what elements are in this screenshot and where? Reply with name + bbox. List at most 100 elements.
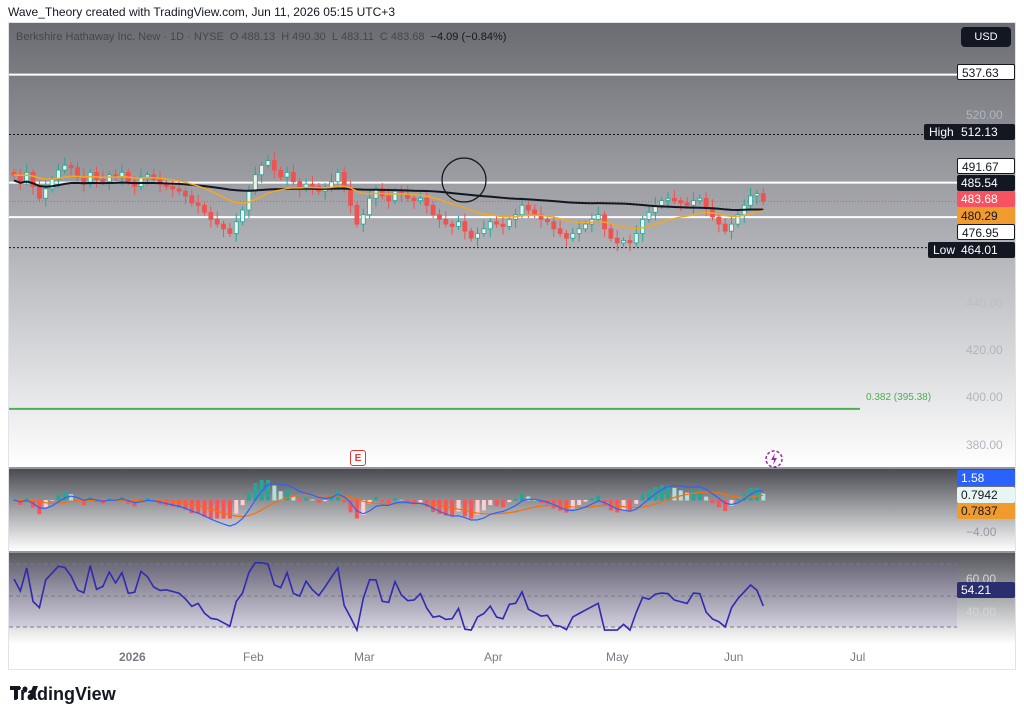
macd-histogram-bar [380, 500, 385, 503]
macd-histogram-bar [520, 492, 524, 501]
candle-body [379, 188, 385, 197]
candle-body [208, 211, 214, 220]
currency-button[interactable]: USD [961, 27, 1011, 47]
candle-body [570, 233, 576, 239]
axis-tick-440: 440.00 [966, 296, 1003, 310]
candle-body [170, 186, 176, 190]
macd-histogram-bar [481, 500, 486, 511]
price-tag-high: 512.13 [957, 124, 1015, 140]
candle-body [189, 195, 195, 204]
macd-histogram-bar [621, 500, 626, 510]
x-label-jul: Jul [850, 650, 866, 664]
candle-body [551, 221, 557, 230]
macd-histogram-bar [640, 494, 645, 501]
macd-histogram-bar [710, 500, 715, 504]
macd-histogram-bar [570, 500, 575, 509]
split-event-icon[interactable] [764, 449, 784, 469]
macd-histogram-bar [754, 487, 759, 501]
chart-watermark-header: Wave_Theory created with TradingView.com… [8, 5, 395, 19]
candle-body [475, 233, 480, 239]
candle-body [722, 223, 728, 232]
candle-body [500, 223, 506, 227]
macd-histogram-bar [647, 490, 651, 501]
macd-histogram-bar [418, 500, 423, 503]
macd-histogram-bar [291, 495, 296, 501]
candle-body [481, 228, 487, 234]
macd-histogram-bar [532, 499, 537, 501]
candle-body [87, 171, 93, 185]
candle-body [430, 204, 436, 216]
high-label: H [281, 31, 290, 43]
candle-body [271, 160, 277, 171]
macd-histogram-bar [526, 496, 531, 501]
candle-body [335, 171, 341, 183]
candle-body [138, 176, 144, 187]
candle-body [132, 181, 138, 187]
x-label-feb: Feb [243, 650, 264, 664]
candle-body [633, 233, 639, 244]
low-label: L [331, 31, 338, 43]
candle-body [424, 197, 430, 206]
macd-histogram-bar [126, 500, 131, 504]
macd-histogram-bar [107, 498, 112, 501]
macd-histogram-bar [177, 500, 182, 508]
symbol-name: Berkshire Hathaway Inc. New · 1D · NYSE [16, 31, 224, 43]
chart-frame[interactable] [8, 22, 1016, 670]
macd-histogram-bar [259, 480, 264, 501]
candle-body [94, 171, 99, 180]
macd-histogram-bar [62, 491, 67, 501]
candle-body [310, 183, 315, 187]
candle-body [62, 164, 68, 171]
candle-body [106, 174, 112, 183]
macd-histogram-bar [577, 500, 582, 505]
macd-histogram-bar [37, 500, 42, 515]
macd-histogram-bar [412, 500, 417, 505]
candle-body [665, 197, 671, 201]
macd-histogram-bar [94, 500, 99, 503]
earnings-event-icon[interactable]: E [350, 450, 366, 466]
macd-histogram-bar [227, 500, 232, 519]
macd-histogram-bar [469, 500, 474, 519]
candle-body [240, 209, 246, 223]
macd-tag-line: 1.58 [957, 470, 1015, 486]
macd-histogram-bar [405, 500, 410, 504]
candle-body [703, 197, 709, 209]
candle-body [608, 228, 614, 239]
open-label: O [229, 31, 239, 43]
candle-body [494, 221, 500, 225]
macd-histogram-bar [373, 496, 378, 501]
candle-body [697, 197, 703, 201]
open-value: 488.13 [241, 31, 276, 43]
candle-body [265, 160, 271, 166]
candle-body [214, 218, 220, 225]
axis-tick-420: 420.00 [966, 343, 1003, 357]
macd-histogram-bar [354, 500, 359, 519]
candle-body [221, 223, 226, 230]
x-label-apr: Apr [484, 650, 503, 664]
macd-histogram-bar [145, 498, 150, 501]
candle-body [43, 188, 49, 199]
macd-histogram-bar [215, 500, 220, 519]
macd-histogram-bar [196, 500, 201, 514]
candle-body [37, 186, 42, 199]
candle-body [411, 197, 417, 201]
macd-histogram-bar [329, 496, 334, 501]
candle-body [646, 211, 652, 220]
macd-histogram-bar [431, 500, 436, 513]
macd-histogram-bar [50, 500, 55, 501]
candle-body [735, 214, 741, 225]
macd-histogram-bar [729, 500, 734, 506]
macd-histogram-bar [278, 491, 283, 501]
macd-histogram-bar [659, 485, 664, 501]
macd-histogram-bar [735, 498, 740, 501]
macd-histogram-bar [189, 500, 194, 514]
macd-histogram-bar [500, 500, 505, 508]
candle-body [519, 204, 525, 216]
macd-line [13, 482, 764, 527]
candle-body [545, 218, 550, 223]
fib-level-label: 0.382 (395.38) [866, 392, 932, 403]
candle-body [760, 193, 766, 202]
macd-histogram-bar [342, 500, 347, 503]
candle-body [195, 202, 201, 206]
